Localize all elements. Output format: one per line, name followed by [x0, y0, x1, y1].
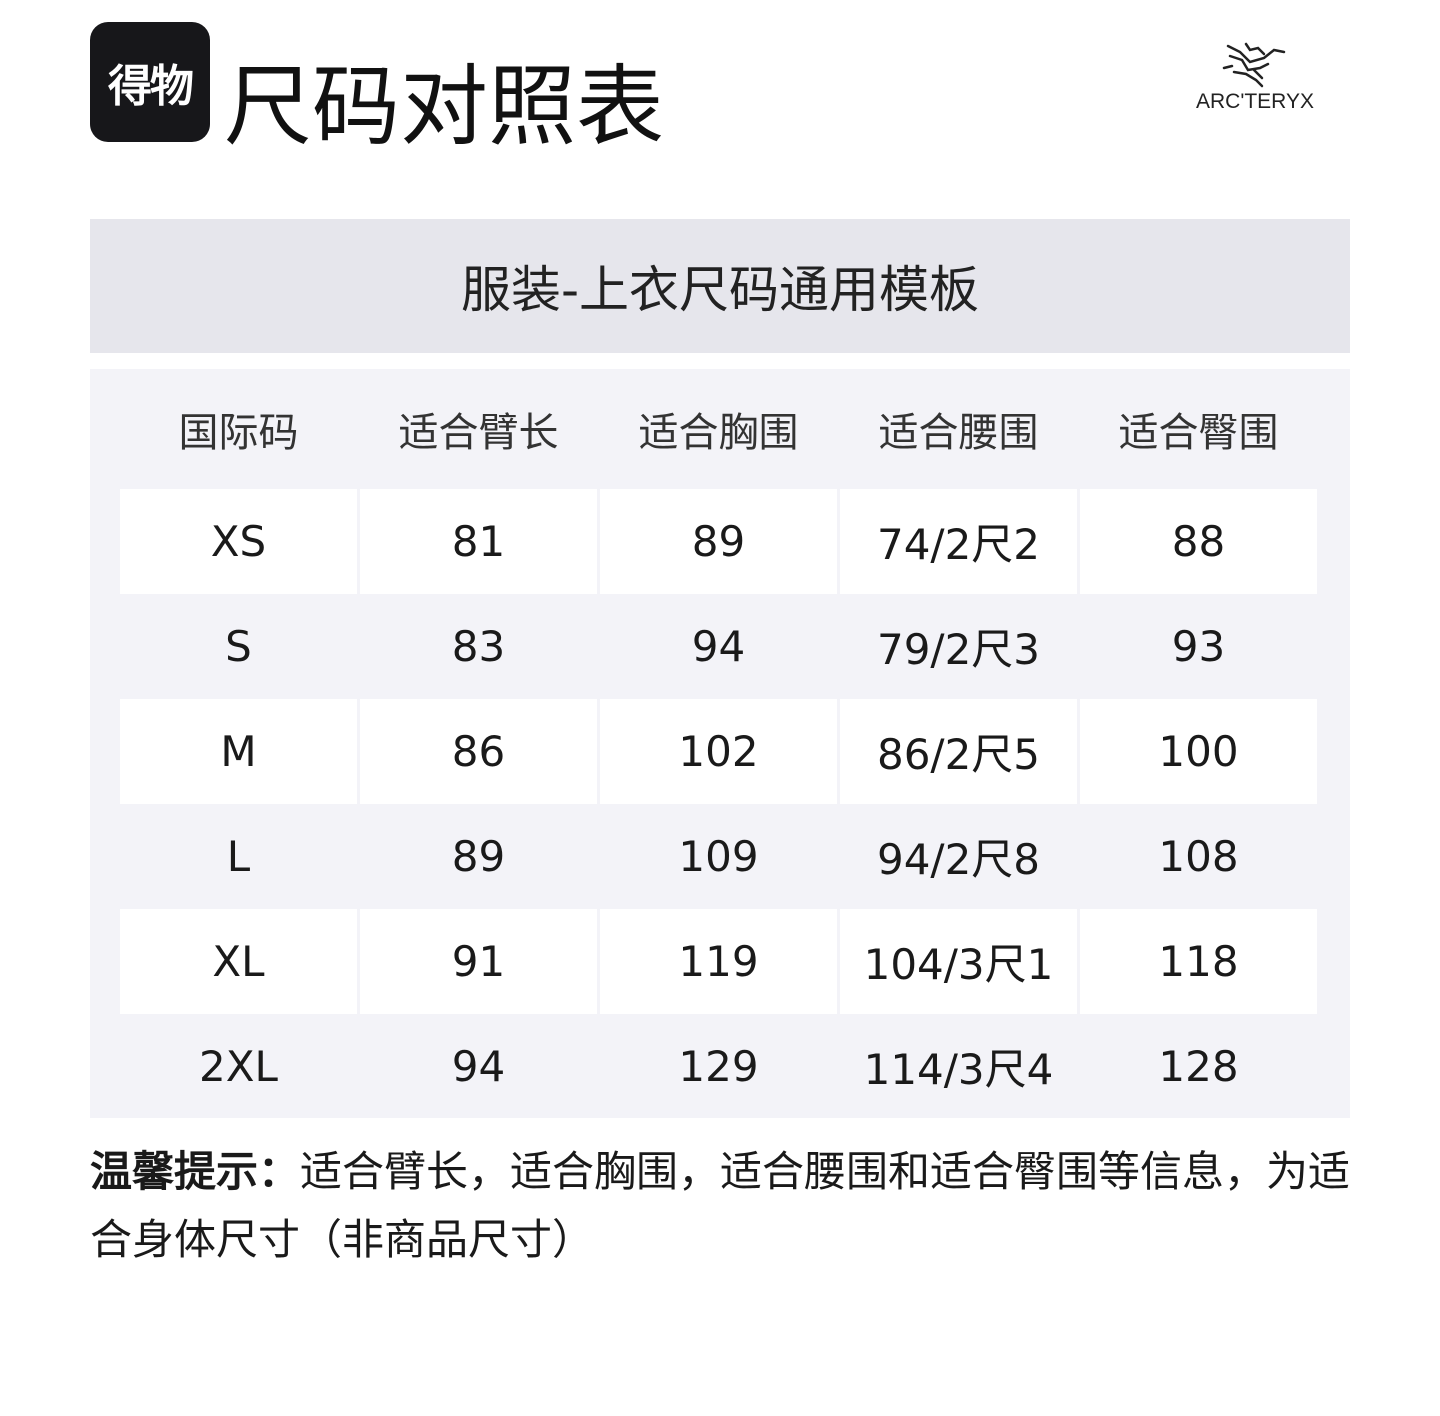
table-header-row: 国际码 适合臂长 适合胸围 适合腰围 适合臀围 — [120, 369, 1317, 489]
tip-text: 适合臂长，适合胸围，适合腰围和适合臀围等信息，为适合身体尺寸（非商品尺寸） — [90, 1147, 1351, 1264]
size-label-cell: L — [226, 832, 251, 881]
table-cell: 86/2尺5 — [840, 699, 1077, 804]
table-cell: 86 — [360, 699, 597, 804]
table-cell: 93 — [1171, 622, 1226, 671]
table-cell: 94/2尺8 — [876, 835, 1041, 884]
chart-subtitle: 服装-上衣尺码通用模板 — [90, 219, 1350, 353]
size-label-cell: 2XL — [199, 1042, 278, 1091]
dewu-logo: 得物 — [90, 22, 210, 142]
tip-note: 温馨提示：适合臂长，适合胸围，适合腰围和适合臀围等信息，为适合身体尺寸（非商品尺… — [90, 1138, 1360, 1274]
size-label-cell: XS — [120, 489, 357, 594]
table-cell: 108 — [1158, 832, 1239, 881]
table-cell: 114/3尺4 — [863, 1045, 1054, 1094]
table-row: L 89 109 94/2尺8 108 — [120, 804, 1317, 909]
size-label-cell: S — [225, 622, 252, 671]
table-cell: 74/2尺2 — [840, 489, 1077, 594]
table-cell: 109 — [678, 832, 759, 881]
table-row: S 83 94 79/2尺3 93 — [120, 594, 1317, 699]
column-header: 适合胸围 — [638, 410, 799, 456]
table-cell: 88 — [1080, 489, 1317, 594]
table-cell: 94 — [691, 622, 746, 671]
column-header: 国际码 — [178, 410, 299, 456]
size-label-cell: XL — [120, 909, 357, 1014]
table-cell: 119 — [600, 909, 837, 1014]
column-header: 适合腰围 — [878, 410, 1039, 456]
table-cell: 128 — [1158, 1042, 1239, 1091]
table-cell: 81 — [360, 489, 597, 594]
column-header: 适合臀围 — [1118, 410, 1279, 456]
table-cell: 100 — [1080, 699, 1317, 804]
table-cell: 79/2尺3 — [876, 625, 1041, 674]
column-header: 适合臂长 — [398, 410, 559, 456]
table-cell: 83 — [451, 622, 506, 671]
table-cell: 89 — [451, 832, 506, 881]
table-row: XL 91 119 104/3尺1 118 — [120, 909, 1317, 1014]
table-row: XS 81 89 74/2尺2 88 — [120, 489, 1317, 594]
table-cell: 104/3尺1 — [840, 909, 1077, 1014]
size-table: 国际码 适合臂长 适合胸围 适合腰围 适合臀围 XS 81 89 74/2尺2 88 S 8… — [90, 369, 1350, 1118]
table-cell: 91 — [360, 909, 597, 1014]
table-cell: 129 — [678, 1042, 759, 1091]
tip-label: 温馨提示： — [90, 1147, 301, 1196]
archaeopteryx-icon — [1222, 42, 1286, 88]
dewu-logo-text: 得物 — [108, 61, 194, 112]
size-label-cell: M — [120, 699, 357, 804]
table-cell: 102 — [600, 699, 837, 804]
arcteryx-wordmark: ARC'TERYX — [1196, 90, 1314, 113]
table-cell: 94 — [451, 1042, 506, 1091]
table-row: M 86 102 86/2尺5 100 — [120, 699, 1317, 804]
table-row: 2XL 94 129 114/3尺4 128 — [120, 1014, 1317, 1119]
arcteryx-logo: ARC'TERYX — [1190, 40, 1320, 130]
table-cell: 89 — [600, 489, 837, 594]
page-title: 尺码对照表 — [224, 55, 665, 158]
table-cell: 118 — [1080, 909, 1317, 1014]
